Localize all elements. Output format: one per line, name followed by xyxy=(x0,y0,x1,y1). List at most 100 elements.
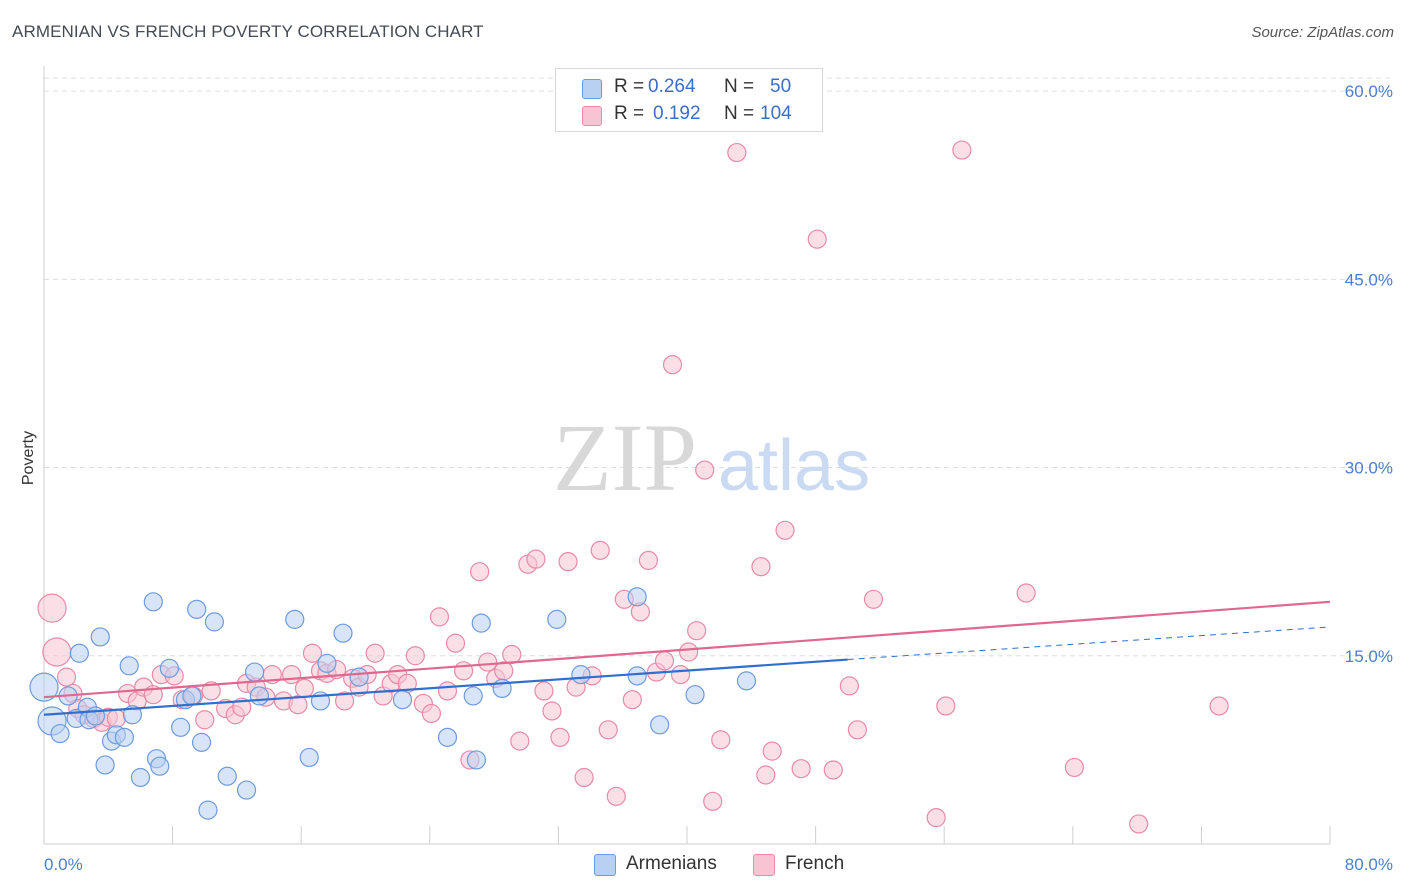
french-point xyxy=(863,589,884,609)
armenian-point xyxy=(249,686,270,706)
french-point xyxy=(622,690,642,710)
armenian-point xyxy=(171,717,191,737)
french-point xyxy=(558,552,578,572)
armenian-point xyxy=(90,627,110,647)
french-point xyxy=(302,643,323,663)
gridlines xyxy=(44,77,1392,657)
trend-lines xyxy=(43,600,1331,716)
french-point xyxy=(598,720,618,740)
armenian-trend-line xyxy=(43,658,848,716)
armenian-point xyxy=(685,685,705,705)
legend-swatch-french xyxy=(582,106,602,126)
armenian-point xyxy=(150,756,170,776)
armenian-point xyxy=(463,686,483,706)
legend-label-french: French xyxy=(785,853,845,874)
french-point xyxy=(936,696,956,716)
armenian-point xyxy=(182,686,202,706)
armenian-point xyxy=(244,662,265,682)
french-point xyxy=(807,229,827,249)
x-tick-label: 80.0% xyxy=(1345,855,1393,874)
french-point xyxy=(42,637,72,667)
armenian-point xyxy=(217,766,237,786)
french-point xyxy=(232,697,252,717)
french-point xyxy=(1129,814,1149,834)
armenian-point xyxy=(736,671,757,691)
y-tick-label: 15.0% xyxy=(1345,647,1393,666)
french-point xyxy=(823,760,843,780)
source-credit: Source: ZipAtlas.com xyxy=(1251,24,1394,41)
french-point xyxy=(711,730,731,750)
armenian-point xyxy=(114,727,134,747)
legend-swatch-french xyxy=(753,854,775,876)
chart-title: ARMENIAN VS FRENCH POVERTY CORRELATION C… xyxy=(12,22,484,41)
french-point xyxy=(429,607,450,627)
armenian-point xyxy=(198,800,218,820)
french-point xyxy=(445,633,466,653)
armenian-point xyxy=(119,656,139,676)
armenian-point xyxy=(285,609,305,629)
legend-swatch-armenians xyxy=(582,79,602,99)
armenian-point xyxy=(50,723,70,744)
y-tick-labels: 15.0% 30.0% 45.0% 60.0% xyxy=(1345,82,1393,666)
armenian-point xyxy=(69,643,89,663)
armenian-trend-extension xyxy=(847,626,1331,661)
armenian-point xyxy=(571,664,591,685)
french-point xyxy=(288,695,308,715)
legend-row-french: R = 0.192 N = 104 xyxy=(556,100,822,128)
legend-n-value: 50 xyxy=(770,76,792,97)
french-point xyxy=(791,759,811,779)
french-point xyxy=(687,621,707,641)
french-point xyxy=(926,808,946,828)
french-point xyxy=(847,720,867,740)
french-point xyxy=(335,691,355,711)
french-point xyxy=(195,710,215,730)
french-point xyxy=(590,540,610,560)
armenian-point xyxy=(547,609,567,629)
french-point xyxy=(952,140,972,160)
armenian-point xyxy=(122,705,143,725)
french-point xyxy=(775,520,795,540)
french-point xyxy=(762,741,782,761)
french-point xyxy=(1016,583,1036,603)
armenian-point xyxy=(130,767,151,788)
french-point xyxy=(56,667,77,687)
legend-r-label: R = xyxy=(614,76,645,97)
armenian-point xyxy=(159,658,179,678)
french-point xyxy=(470,562,490,582)
watermark-zip: ZIP xyxy=(553,404,697,511)
french-point xyxy=(421,703,442,724)
french-point xyxy=(281,664,302,685)
armenian-point xyxy=(333,623,353,643)
armenian-point xyxy=(466,750,487,770)
x-tick-labels: 0.0% 80.0% xyxy=(44,855,1393,874)
french-point xyxy=(534,681,554,701)
legend-row-armenians: R = 0.264 N = 50 xyxy=(556,73,822,101)
french-point xyxy=(478,652,498,672)
french-point xyxy=(662,355,683,375)
french-point xyxy=(405,646,425,666)
french-points xyxy=(37,140,1229,834)
french-trend-line xyxy=(43,600,1331,699)
french-point xyxy=(37,593,67,623)
armenian-point xyxy=(471,613,491,633)
armenian-point xyxy=(143,592,163,612)
stats-legend: R = 0.264 N = 50 R = 0.192 N = 104 xyxy=(555,68,823,132)
armenian-point xyxy=(349,667,369,687)
french-point xyxy=(1064,757,1085,778)
armenian-point xyxy=(95,755,115,775)
armenian-point xyxy=(236,780,257,800)
y-tick-label: 30.0% xyxy=(1345,459,1393,478)
french-point xyxy=(703,791,723,811)
armenian-point xyxy=(204,612,224,632)
watermark-atlas: atlas xyxy=(718,426,870,506)
legend-swatch-armenians xyxy=(594,854,616,876)
french-point xyxy=(365,643,385,663)
french-point xyxy=(606,786,626,806)
french-point xyxy=(751,557,771,577)
french-point xyxy=(638,550,659,571)
legend-n-label: N = xyxy=(724,76,755,97)
armenian-point xyxy=(437,727,458,747)
armenian-point xyxy=(317,653,337,673)
legend-r-value: 0.264 xyxy=(648,76,696,97)
legend-n-value: 104 xyxy=(760,103,792,124)
